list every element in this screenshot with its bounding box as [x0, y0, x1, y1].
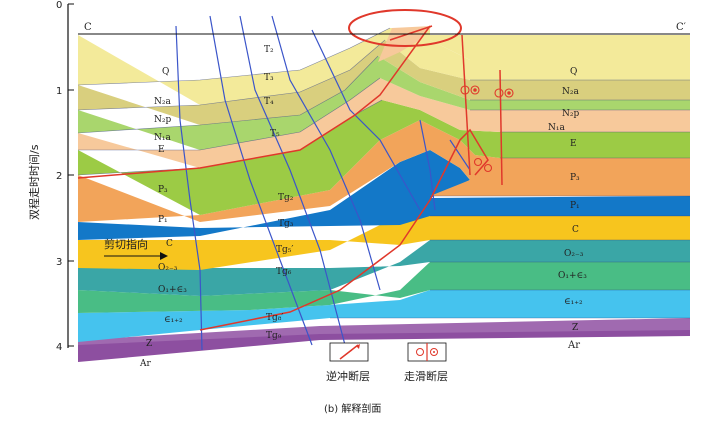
label-right-c: C	[572, 225, 579, 235]
y-axis-label: 双程走时时间/s	[28, 144, 41, 220]
uplifted-wedge	[378, 26, 432, 62]
label-o23: O₂₋₃	[158, 263, 178, 273]
label-tg6: Tg₆	[276, 267, 292, 277]
label-e: E	[158, 145, 165, 155]
label-tg2: Tg₂	[278, 193, 294, 203]
figure-caption: (b) 解释剖面	[324, 402, 381, 415]
label-tg5p: Tg₅′	[276, 245, 293, 255]
layer-o23	[78, 240, 690, 296]
label-right-q: Q	[570, 67, 577, 77]
label-p3: P₃	[158, 185, 168, 195]
thrust-tip	[389, 25, 433, 41]
label-tg9: Tg₉	[266, 331, 282, 341]
label-tg8p: Tg₈′	[266, 313, 283, 323]
section-left-label: C	[84, 22, 92, 33]
left-layer-labels: Q N₂a N₂p N₁a E P₃ P₁ C O₂₋₃ O₁+∈₃ ∈₁₊₂ …	[139, 67, 187, 369]
layer-basement	[78, 330, 690, 362]
label-right-n2p: N₂p	[562, 109, 579, 119]
label-o1e3: O₁+∈₃	[158, 285, 187, 295]
label-right-p3: P₃	[570, 173, 580, 183]
label-c: C	[166, 239, 173, 249]
y-tick-2: 2	[56, 171, 62, 182]
label-ar: Ar	[139, 359, 151, 369]
strike-slip-legend-label: 走滑断层	[404, 369, 448, 383]
label-right-e12: ∈₁₊₂	[564, 297, 583, 307]
layer-q	[78, 28, 690, 105]
label-tg3: Tg₃	[278, 219, 294, 229]
section-right-label: C′	[676, 22, 687, 33]
main-thrust-fault	[199, 128, 489, 331]
faults	[77, 25, 503, 331]
middle-layer-labels: T₂ T₃ T₄ T₅ Tg₂ Tg₃ Tg₅′ Tg₆ Tg₈′ Tg₉	[264, 45, 294, 341]
layer-n1a	[78, 78, 690, 168]
label-z: Z	[146, 339, 152, 349]
label-p1: P₁	[158, 215, 168, 225]
label-right-ar: Ar	[567, 340, 580, 351]
seismic-blue-lines	[175, 15, 471, 351]
y-axis: 0 1 2 3 4 双程走时时间/s	[28, 0, 74, 353]
y-tick-3: 3	[56, 257, 62, 268]
label-n2a: N₂a	[154, 97, 171, 107]
layer-e	[78, 100, 690, 215]
stratigraphic-layers	[78, 26, 690, 362]
layer-q-right	[430, 35, 690, 60]
label-n1a: N₁a	[154, 133, 171, 143]
layer-o1e3	[78, 262, 690, 313]
label-right-n2a: N₂a	[562, 87, 579, 97]
label-t3: T₃	[264, 73, 274, 83]
layer-n2a	[78, 40, 690, 125]
label-t4: T₄	[264, 97, 274, 107]
label-e12: ∈₁₊₂	[164, 315, 183, 325]
shear-direction-label: 剪切指向	[104, 237, 148, 251]
label-t5: T₅	[270, 129, 280, 139]
y-tick-0: 0	[56, 0, 62, 11]
strike-slip-symbols	[460, 85, 514, 173]
label-right-z: Z	[572, 323, 578, 333]
layer-e12	[78, 290, 690, 342]
label-right-o23: O₂₋₃	[564, 249, 584, 259]
highlight-ellipse	[348, 9, 462, 47]
layer-p3	[78, 120, 690, 222]
label-right-n1a: N₁a	[548, 123, 565, 133]
right-layer-labels: Q N₂a N₂p N₁a E P₃ P₁ C O₂₋₃ O₁+∈₃ ∈₁₊₂ …	[548, 67, 587, 351]
shear-direction: 剪切指向	[104, 237, 168, 260]
y-tick-1: 1	[56, 86, 62, 97]
strike-slip-fault-1	[461, 34, 471, 176]
legend: 逆冲断层 走滑断层	[326, 342, 448, 383]
label-t2: T₂	[264, 45, 274, 55]
label-right-p1: P₁	[570, 201, 580, 211]
label-right-o1e3: O₁+∈₃	[558, 271, 587, 281]
thrust-fault-legend-label: 逆冲断层	[326, 369, 370, 383]
layer-n2p	[78, 56, 690, 150]
label-n2p: N₂p	[154, 115, 171, 125]
y-tick-4: 4	[56, 342, 62, 353]
label-right-e: E	[570, 139, 577, 149]
layer-p1	[78, 150, 690, 240]
layer-z	[78, 318, 690, 358]
upper-thrust-fault	[77, 25, 431, 179]
label-q: Q	[162, 67, 169, 77]
